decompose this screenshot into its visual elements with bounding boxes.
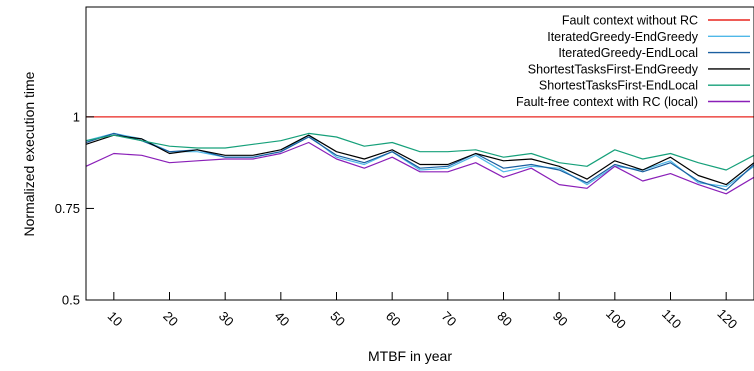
legend-label: ShortestTasksFirst-EndGreedy: [528, 62, 699, 76]
legend-label: Fault-free context with RC (local): [516, 95, 698, 109]
legend-label: IteratedGreedy-EndLocal: [558, 46, 698, 60]
y-tick-label: 0.5: [62, 293, 80, 308]
plot-lines: [85, 116, 754, 195]
plot-frame: [85, 6, 754, 301]
legend-label: IteratedGreedy-EndGreedy: [547, 30, 699, 44]
legend-label: ShortestTasksFirst-EndLocal: [539, 79, 698, 93]
y-tick-label: 1: [73, 109, 80, 124]
legend-label: Fault context without RC: [562, 14, 698, 28]
x-axis-title: MTBF in year: [368, 348, 452, 364]
series-line-shortesttasksfirst-endlocal: [85, 132, 754, 171]
y-tick-label: 0.75: [55, 201, 80, 216]
series-line-shortesttasksfirst-endgreedy: [85, 134, 754, 186]
y-axis-title: Normalized execution time: [21, 71, 37, 236]
series-line-fault-free-context-with-rc-local: [85, 141, 754, 195]
legend: Fault context without RC IteratedGreedy-E…: [516, 14, 750, 109]
